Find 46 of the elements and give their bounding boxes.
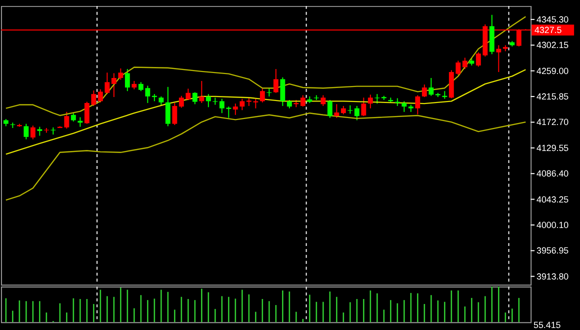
candlestick — [124, 68, 130, 92]
y-tick-label: 3956.95 — [536, 246, 569, 256]
candlestick — [165, 86, 170, 127]
candlestick — [206, 94, 211, 108]
candlestick — [30, 125, 36, 140]
y-tick-label: 4345.30 — [536, 14, 569, 24]
candlestick — [327, 100, 332, 118]
ref-line-label: 4327.5 — [534, 25, 562, 36]
candlestick — [428, 77, 434, 96]
candlestick — [462, 57, 468, 70]
line-series — [5, 112, 526, 201]
candlestick — [111, 72, 116, 98]
line-series — [5, 16, 526, 116]
y-tick-label: 4043.25 — [536, 194, 569, 204]
y-tick-label: 4259.00 — [536, 66, 569, 76]
candlestick — [280, 76, 286, 106]
candlestick — [368, 94, 373, 109]
candlestick — [300, 94, 306, 108]
candlestick — [212, 97, 218, 106]
candlestick — [361, 97, 366, 117]
y-tick-label: 4302.15 — [536, 40, 569, 50]
candlestick — [158, 96, 164, 106]
candlestick — [496, 44, 502, 73]
y-tick-label: 4000.10 — [536, 220, 569, 230]
candlestick — [320, 94, 326, 106]
candlestick — [402, 100, 407, 112]
y-tick-label: 4172.70 — [536, 117, 569, 128]
candlestick — [24, 123, 29, 140]
candlestick — [192, 92, 198, 105]
candlestick — [172, 102, 178, 126]
candlestick — [415, 94, 420, 115]
candlestick — [334, 104, 340, 118]
candlestick — [422, 84, 427, 98]
candlestick — [232, 103, 238, 116]
candlestick — [354, 105, 360, 121]
candlestick — [240, 98, 245, 111]
candlestick — [260, 88, 265, 103]
text: 55.415 — [534, 320, 561, 330]
y-tick-label: 4129.55 — [536, 142, 569, 153]
candlestick — [199, 80, 204, 104]
y-tick-label: 3913.80 — [536, 271, 569, 282]
y-tick-label: 4215.85 — [536, 91, 569, 102]
y-tick-label: 4086.40 — [536, 168, 569, 179]
line-series — [5, 69, 526, 155]
candlestick — [273, 68, 278, 94]
candlestick — [118, 68, 124, 80]
